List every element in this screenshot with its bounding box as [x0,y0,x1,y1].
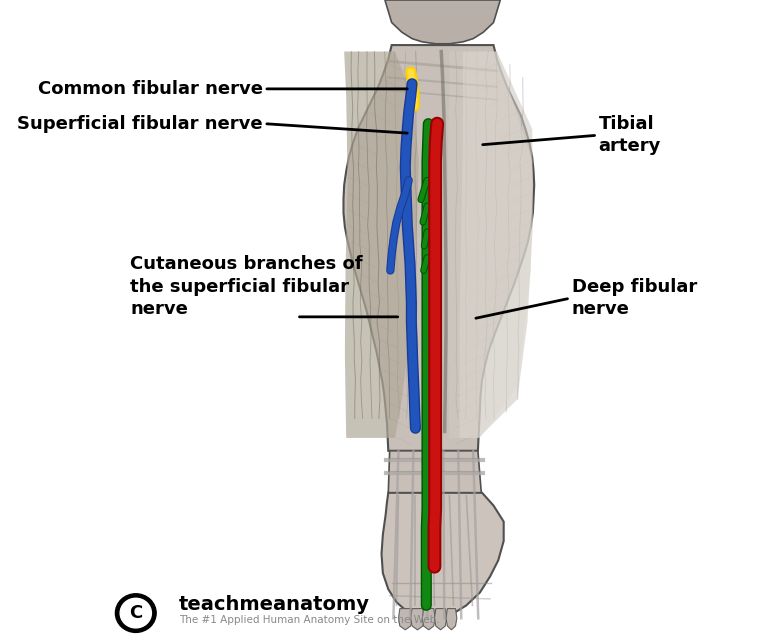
Text: Tibial
artery: Tibial artery [599,115,661,155]
Polygon shape [344,52,419,438]
Text: Cutaneous branches of
the superficial fibular
nerve: Cutaneous branches of the superficial fi… [131,256,363,317]
Polygon shape [399,609,412,630]
Polygon shape [448,52,533,438]
Text: Superficial fibular nerve: Superficial fibular nerve [17,115,263,133]
Text: The #1 Applied Human Anatomy Site on the Web.: The #1 Applied Human Anatomy Site on the… [179,614,439,625]
Text: teachmeanatomy: teachmeanatomy [179,595,370,614]
Polygon shape [422,609,435,630]
Polygon shape [389,451,481,493]
Polygon shape [460,52,533,438]
Polygon shape [411,609,425,630]
Polygon shape [435,609,447,630]
Circle shape [120,598,152,628]
Polygon shape [343,45,534,451]
Polygon shape [382,493,504,620]
Circle shape [116,594,156,632]
Text: C: C [129,604,142,622]
Text: Common fibular nerve: Common fibular nerve [38,80,263,98]
Polygon shape [385,0,500,44]
Text: Deep fibular
nerve: Deep fibular nerve [572,278,697,318]
Polygon shape [446,609,457,630]
